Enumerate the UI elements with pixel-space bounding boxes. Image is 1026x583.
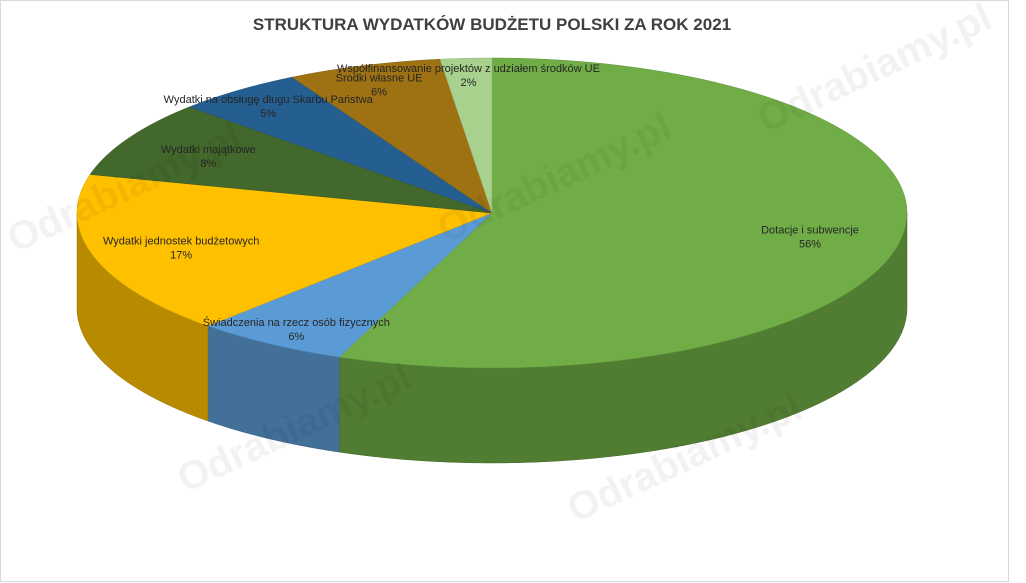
slice-label-6: Współfinansowanie projektów z udziałem ś… [337, 63, 600, 89]
slice-category-label: Świadczenia na rzecz osób fizycznych [203, 316, 390, 329]
watermark-text: Odrabiamy.pl [751, 0, 999, 142]
slice-category-label: Wydatki na obsługę długu Skarbu Państwa [164, 94, 374, 106]
slice-sides [76, 212, 908, 464]
slice-tops [76, 57, 908, 369]
slice-4 [188, 76, 493, 214]
slice-value-label: 8% [200, 158, 216, 170]
slice-category-label: Wydatki jednostek budżetowych [103, 236, 259, 248]
slice-value-label: 17% [170, 250, 192, 262]
slice-value-label: 2% [461, 77, 477, 89]
slice-value-label: 6% [288, 331, 304, 343]
slice-label-1: Świadczenia na rzecz osób fizycznych 6% [203, 316, 390, 343]
slice-value-label: 6% [371, 86, 387, 98]
slice-label-5: Środki własne UE 6% [336, 71, 423, 98]
slice-category-label: Współfinansowanie projektów z udziałem ś… [337, 63, 600, 75]
slice-6 [439, 57, 493, 214]
slice-label-4: Wydatki na obsługę długu Skarbu Państwa 5… [164, 94, 374, 120]
slice-label-3: Wydatki majątkowe 8% [161, 144, 256, 170]
slices-layer [76, 57, 908, 464]
slice-label-2: Wydatki jednostek budżetowych 17% [103, 236, 259, 262]
slice-category-label: Wydatki majątkowe [161, 144, 256, 156]
labels-layer: Dotacje i subwencje 56% Świadczenia na rze… [103, 63, 859, 343]
slice-category-label: Dotacje i subwencje [761, 225, 859, 237]
slice-5 [291, 58, 493, 214]
slice-category-label: Środki własne UE [336, 71, 423, 84]
slice-label-0: Dotacje i subwencje 56% [761, 225, 859, 251]
slice-value-label: 5% [260, 108, 276, 120]
slice-2 [76, 174, 493, 327]
slice-1 [207, 212, 493, 358]
chart-title: STRUKTURA WYDATKÓW BUDŻETU POLSKI ZA ROK… [253, 15, 731, 34]
slice-value-label: 56% [799, 239, 821, 251]
slice-0 [338, 57, 908, 369]
slice-3 [89, 106, 493, 214]
